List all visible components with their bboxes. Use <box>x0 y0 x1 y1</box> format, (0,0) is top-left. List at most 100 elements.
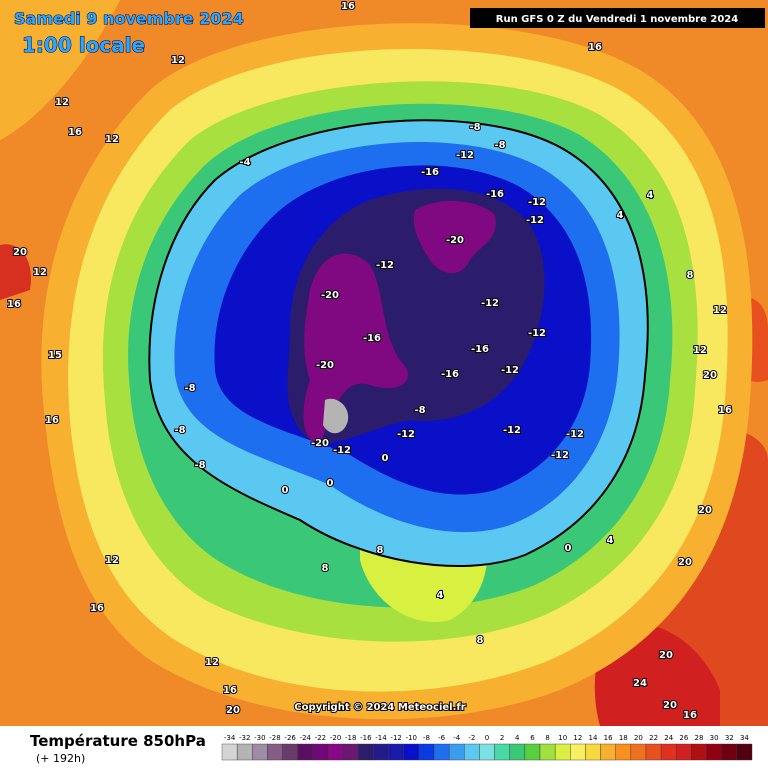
contour-label: 16 <box>7 299 21 310</box>
legend-label: 32 <box>725 734 734 742</box>
color-legend: -34 -32 -30 -28 -26 -24 -22 -20 -18 -16 -14 -12 -10-… <box>221 734 753 761</box>
contour-label: 12 <box>205 657 219 668</box>
run-banner <box>470 8 765 28</box>
contour-label: 20 <box>13 247 27 258</box>
contour-label: 12 <box>171 55 185 66</box>
legend-label: -6 <box>438 734 446 742</box>
contour-label: -8 <box>184 383 195 394</box>
contour-label: -12 <box>333 445 351 456</box>
legend-label: 20 <box>634 734 643 742</box>
legend-label: -18 <box>345 734 356 742</box>
legend-swatch <box>554 743 571 761</box>
contour-label: 12 <box>55 97 69 108</box>
contour-label: 4 <box>647 190 654 201</box>
legend-swatch <box>221 743 238 761</box>
contour-label: -20 <box>316 360 334 371</box>
legend-swatch <box>418 743 435 761</box>
date-title: Samedi 9 novembre 2024 <box>14 9 244 28</box>
contour-label: -20 <box>446 235 464 246</box>
contour-label: -12 <box>397 429 415 440</box>
legend-label: -30 <box>254 734 265 742</box>
contour-label: -12 <box>481 298 499 309</box>
contour-label: 8 <box>322 563 329 574</box>
contour-label: 20 <box>226 705 240 716</box>
legend-label: 18 <box>619 734 628 742</box>
contour-label: 20 <box>703 370 717 381</box>
legend-label: 2 <box>500 734 504 742</box>
legend-swatch <box>706 743 722 761</box>
legend-swatch <box>433 743 450 761</box>
contour-label: -16 <box>421 167 439 178</box>
contour-label: 12 <box>33 267 47 278</box>
legend-swatch <box>464 743 480 761</box>
contour-label: -12 <box>456 150 474 161</box>
legend-label: -14 <box>375 734 387 742</box>
legend-swatch <box>509 743 526 761</box>
contour-labels: 16 12 12 12 -4 -8 -8 -12 -16 -16 -12 -12 -20 -12 -20 -1… <box>6 0 733 722</box>
legend-label: -26 <box>284 734 296 742</box>
legend-label: 0 <box>485 734 489 742</box>
contour-label: 0 <box>282 485 289 496</box>
legend-swatch <box>600 743 616 761</box>
legend-swatch <box>479 743 495 761</box>
legend-swatch <box>524 743 541 761</box>
contour-label: -12 <box>526 215 544 226</box>
contour-label: 4 <box>607 535 614 546</box>
legend-label: -22 <box>315 734 326 742</box>
contour-label: 16 <box>341 1 355 12</box>
legend-swatch <box>691 743 707 761</box>
legend-label: -32 <box>239 734 250 742</box>
contour-label: 16 <box>90 603 104 614</box>
contour-label: 0 <box>327 478 334 489</box>
temperature-field <box>0 0 768 726</box>
legend-swatch <box>645 743 662 761</box>
legend-label: -10 <box>406 734 417 742</box>
contour-label: 20 <box>659 650 673 661</box>
copyright: Copyright © 2024 Meteociel.fr <box>294 702 465 713</box>
cold-zone <box>323 398 349 434</box>
legend-swatch <box>403 743 420 761</box>
contour-label: -20 <box>311 438 329 449</box>
footer-lead: (+ 192h) <box>36 752 85 765</box>
legend-label: 34 <box>740 734 749 742</box>
cold-zone <box>413 200 496 274</box>
contour-label: -12 <box>566 429 584 440</box>
contour-label: 0 <box>382 453 389 464</box>
contour-label: -12 <box>501 365 519 376</box>
legend-label: 22 <box>649 734 658 742</box>
legend-swatch <box>721 743 738 761</box>
contour-label: -20 <box>321 290 339 301</box>
legend-swatch <box>312 743 329 761</box>
legend-swatch <box>373 743 389 761</box>
legend-swatch <box>660 743 677 761</box>
contour-label: 12 <box>105 134 119 145</box>
contour-label: 16 <box>588 42 602 53</box>
legend-label: -2 <box>468 734 475 742</box>
legend-swatch <box>630 743 647 761</box>
legend-swatch <box>736 743 753 761</box>
contour-label: 20 <box>663 700 677 711</box>
contour-label: -12 <box>551 450 569 461</box>
legend-swatch <box>570 743 586 761</box>
contour-label: -8 <box>174 425 185 436</box>
contour-label: 16 <box>223 685 237 696</box>
contour-label: 16 <box>45 415 59 426</box>
legend-label: 30 <box>710 734 719 742</box>
contour-label: 20 <box>678 557 692 568</box>
contour-label: -16 <box>441 369 459 380</box>
legend-label: 6 <box>530 734 535 742</box>
legend-swatch <box>676 743 692 761</box>
legend-label: -24 <box>300 734 312 742</box>
legend-swatch <box>585 743 601 761</box>
legend-swatch <box>327 743 344 761</box>
contour-label: 12 <box>713 305 727 316</box>
legend-label: 26 <box>679 734 688 742</box>
contour-label: 8 <box>477 635 484 646</box>
contour-label: -16 <box>486 189 504 200</box>
contour-label: -16 <box>471 344 489 355</box>
legend-label: -28 <box>269 734 280 742</box>
legend-swatch <box>267 743 283 761</box>
contour-label: -4 <box>239 157 250 168</box>
